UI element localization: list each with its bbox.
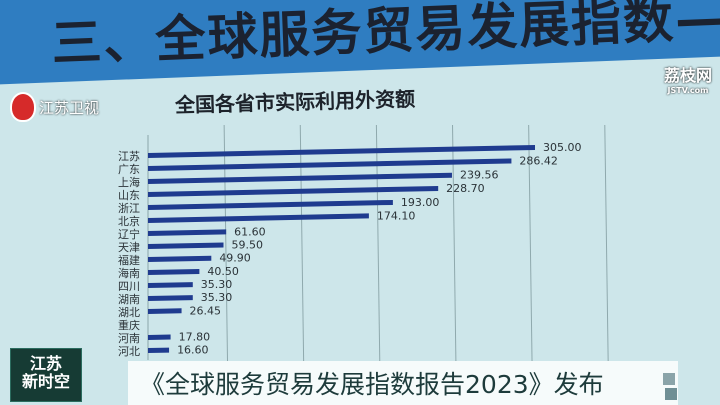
category-label: 湖北 bbox=[118, 306, 140, 319]
value-label: 49.90 bbox=[219, 252, 251, 265]
value-label: 35.30 bbox=[201, 291, 233, 304]
website-name: 荔枝网 bbox=[663, 66, 712, 85]
value-label: 16.60 bbox=[177, 344, 209, 357]
bar bbox=[148, 213, 369, 223]
value-label: 239.56 bbox=[460, 169, 499, 182]
station-logo: 江苏卫视 bbox=[10, 92, 99, 122]
category-label: 湖南 bbox=[118, 293, 140, 306]
bar bbox=[148, 255, 212, 262]
bar bbox=[148, 242, 224, 249]
category-label: 北京 bbox=[118, 214, 140, 228]
value-label: 59.50 bbox=[231, 238, 262, 251]
bar bbox=[148, 229, 227, 236]
value-label: 286.42 bbox=[519, 154, 558, 167]
gridline bbox=[375, 124, 381, 405]
gridline bbox=[528, 124, 534, 405]
bar bbox=[148, 186, 439, 197]
show-logo-line-1: 江苏 bbox=[29, 354, 62, 373]
value-label: 35.30 bbox=[201, 278, 233, 291]
bar bbox=[148, 158, 512, 171]
bar bbox=[148, 334, 171, 340]
category-label: 山东 bbox=[118, 189, 140, 202]
show-logo-line-2: 新时空 bbox=[21, 372, 70, 391]
value-label: 193.00 bbox=[401, 196, 440, 209]
bar bbox=[148, 145, 535, 158]
value-label: 228.70 bbox=[446, 182, 485, 195]
ticker-decoration bbox=[663, 373, 675, 385]
gridline bbox=[452, 124, 458, 405]
category-label: 浙江 bbox=[118, 202, 140, 215]
value-label: 17.80 bbox=[179, 331, 211, 344]
bar bbox=[148, 295, 193, 301]
category-label: 辽宁 bbox=[118, 227, 140, 241]
ticker-decoration bbox=[665, 388, 677, 400]
station-logo-icon bbox=[10, 92, 36, 122]
bar bbox=[148, 199, 393, 210]
category-label: 福建 bbox=[118, 253, 140, 267]
news-ticker: 《全球服务贸易发展指数报告2023》发布 bbox=[128, 361, 678, 405]
gridline bbox=[604, 124, 610, 405]
station-name: 江苏卫视 bbox=[39, 98, 100, 117]
ticker-text: 《全球服务贸易发展指数报告2023》发布 bbox=[140, 370, 604, 399]
category-label: 重庆 bbox=[118, 318, 140, 332]
gridline bbox=[223, 124, 229, 405]
show-logo: 江苏 新时空 bbox=[10, 348, 82, 402]
website-watermark: 荔枝网 JSTV.com bbox=[664, 62, 712, 95]
bar bbox=[148, 282, 193, 288]
value-label: 61.60 bbox=[234, 225, 266, 238]
value-label: 40.50 bbox=[207, 265, 239, 278]
bar bbox=[148, 347, 170, 353]
bar bbox=[148, 268, 200, 275]
website-domain: JSTV.com bbox=[667, 86, 709, 95]
value-label: 305.00 bbox=[543, 141, 582, 154]
category-label: 河北 bbox=[118, 345, 140, 358]
gridline bbox=[299, 124, 305, 405]
category-label: 海南 bbox=[118, 266, 140, 280]
value-label: 26.45 bbox=[190, 304, 222, 317]
category-label: 河南 bbox=[118, 332, 140, 345]
bar bbox=[148, 308, 182, 314]
category-label: 广东 bbox=[118, 163, 140, 176]
category-label: 四川 bbox=[118, 280, 140, 293]
category-label: 江苏 bbox=[118, 150, 140, 163]
category-label: 上海 bbox=[118, 175, 140, 189]
value-label: 174.10 bbox=[377, 209, 416, 222]
category-label: 天津 bbox=[118, 241, 140, 254]
bar bbox=[148, 172, 452, 184]
